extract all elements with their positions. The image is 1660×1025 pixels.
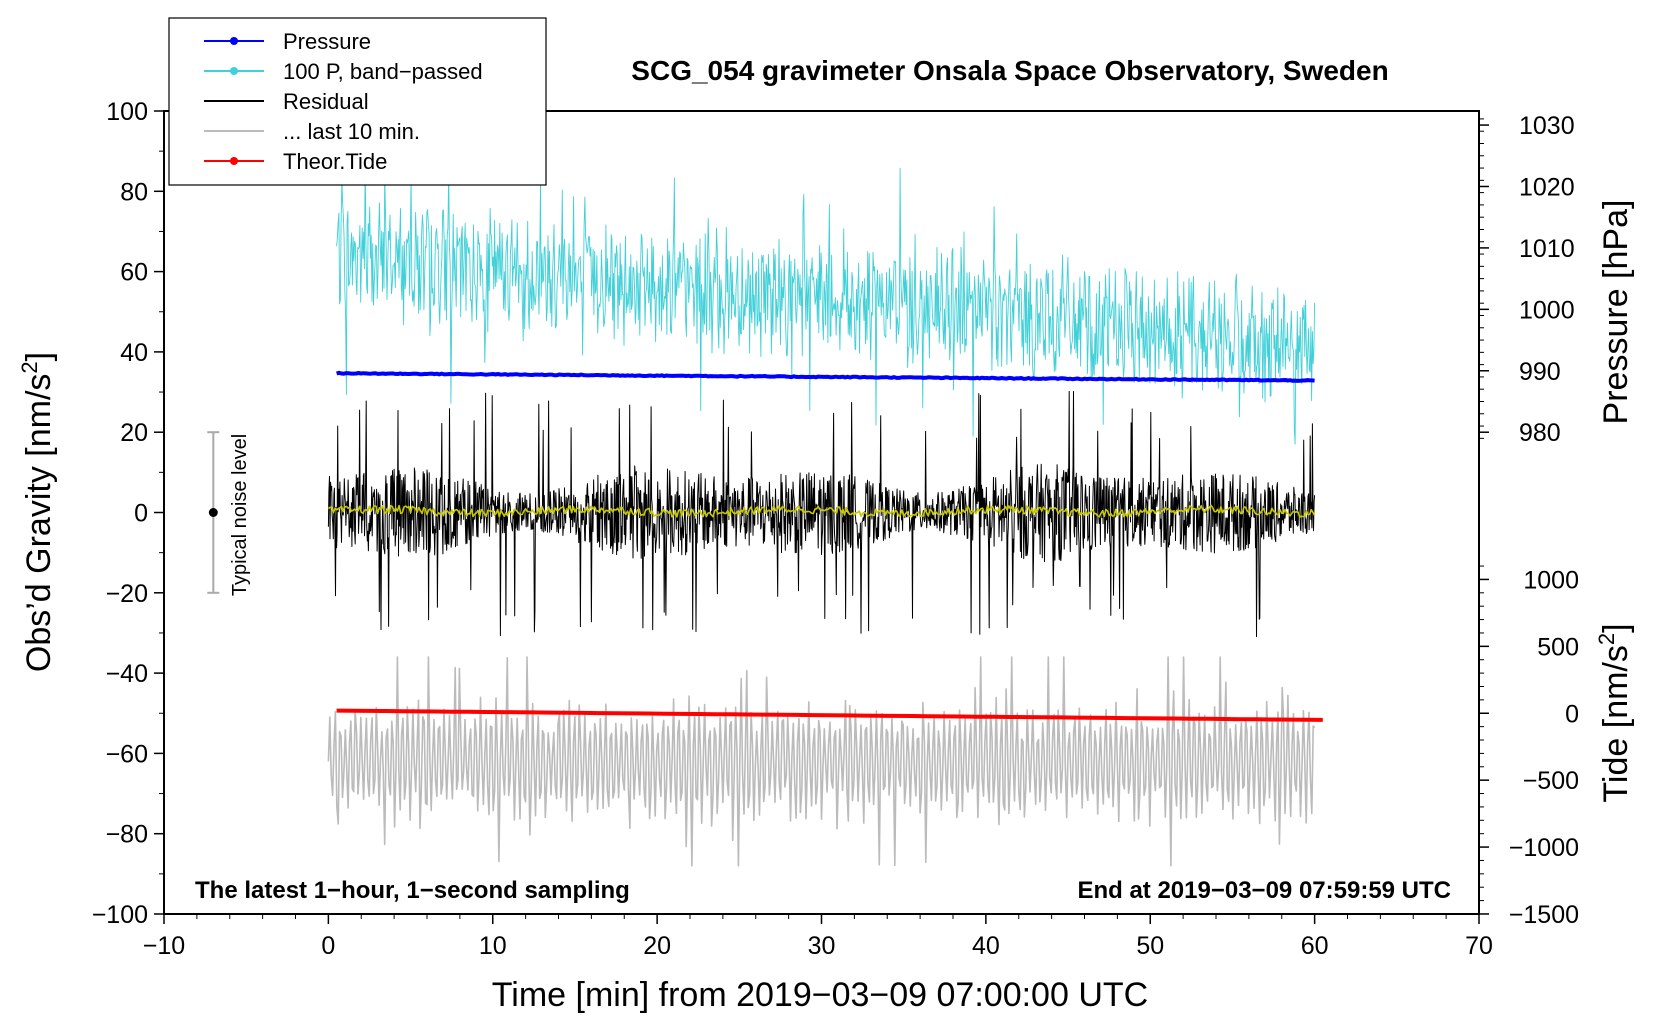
- legend-label: 100 P, band−passed: [283, 59, 483, 84]
- tide-axis-title-end: ]: [1597, 623, 1635, 632]
- left-tick-label: −20: [106, 580, 148, 608]
- pressure-tick-label: 980: [1519, 419, 1561, 447]
- left-tick-label: 20: [120, 419, 148, 447]
- left-tick-label: 60: [120, 259, 148, 287]
- series-line-last-10-min: [327, 656, 1316, 867]
- left-tick-label: −100: [92, 901, 148, 929]
- legend-label: Theor.Tide: [283, 149, 387, 174]
- legend-label: Pressure: [283, 29, 371, 54]
- series-line-residual: [327, 390, 1316, 638]
- noise-level-label: Typical noise level: [229, 434, 251, 596]
- left-tick-label: −80: [106, 821, 148, 849]
- pressure-tick-label: 1000: [1519, 296, 1575, 324]
- legend-marker: [230, 157, 238, 165]
- left-axis-title-main: Obs’d Gravity [nm/s: [20, 374, 58, 673]
- pressure-tick-label: 1030: [1519, 112, 1575, 140]
- left-axis-title-end: ]: [20, 352, 58, 361]
- series-layer: [327, 150, 1323, 867]
- pressure-axis-title: Pressure [hPa]: [1597, 200, 1635, 425]
- x-axis-title: Time [min] from 2019−03−09 07:00:00 UTC: [492, 976, 1148, 1014]
- legend: Pressure 100 P, band−passed Residual ... la…: [168, 17, 547, 186]
- x-tick-label: 60: [1301, 932, 1329, 960]
- left-axis-title-sup: 2: [17, 361, 42, 373]
- noise-level-indicator: Typical noise level: [207, 431, 251, 596]
- series-line-band-passed-pressure: [336, 150, 1316, 445]
- legend-marker: [230, 67, 238, 75]
- tide-axis-title: Tide [nm/s2]: [1594, 623, 1635, 802]
- tide-tick-label: 500: [1537, 633, 1579, 661]
- tide-axis-title-sup: 2: [1594, 633, 1619, 645]
- noise-level-dot: [208, 508, 218, 517]
- tide-tick-label: −1000: [1509, 834, 1579, 862]
- pressure-tick-label: 1010: [1519, 235, 1575, 263]
- left-tick-label: 0: [134, 500, 148, 528]
- tide-tick-label: 1000: [1523, 566, 1579, 594]
- x-tick-label: 30: [808, 932, 836, 960]
- series-line-pressure: [336, 370, 1315, 383]
- chart-title: SCG_054 gravimeter Onsala Space Observat…: [631, 55, 1388, 86]
- left-tick-label: 100: [106, 98, 148, 126]
- x-tick-label: 10: [479, 932, 507, 960]
- x-tick-label: −10: [143, 932, 185, 960]
- annotation-sampling: The latest 1−hour, 1−second sampling: [195, 877, 630, 904]
- left-axis-title: Obs’d Gravity [nm/s2]: [17, 352, 58, 672]
- series-line-theoretical-tide: [336, 708, 1323, 722]
- ticks-layer: −10 0 10 20 30 40 50 60 70−100−80−60−40−20020406…: [92, 98, 1579, 960]
- left-tick-label: 80: [120, 178, 148, 206]
- tide-tick-label: −1500: [1509, 901, 1579, 929]
- left-tick-label: 40: [120, 339, 148, 367]
- legend-label: Residual: [283, 89, 369, 114]
- x-tick-label: 50: [1136, 932, 1164, 960]
- annotation-end-time: End at 2019−03−09 07:59:59 UTC: [1077, 877, 1451, 904]
- legend-marker: [230, 37, 238, 45]
- tide-tick-label: 0: [1565, 700, 1579, 728]
- x-tick-label: 0: [321, 932, 335, 960]
- x-tick-label: 70: [1465, 932, 1493, 960]
- left-tick-label: −60: [106, 740, 148, 768]
- tide-tick-label: −500: [1523, 767, 1579, 795]
- left-tick-label: −40: [106, 660, 148, 688]
- x-tick-label: 40: [972, 932, 1000, 960]
- pressure-tick-label: 1020: [1519, 173, 1575, 201]
- x-tick-label: 20: [643, 932, 671, 960]
- legend-label: ... last 10 min.: [283, 119, 420, 144]
- tide-axis-title-main: Tide [nm/s: [1597, 645, 1635, 802]
- pressure-tick-label: 990: [1519, 358, 1561, 386]
- series-line-residual-smoothed: [328, 504, 1316, 518]
